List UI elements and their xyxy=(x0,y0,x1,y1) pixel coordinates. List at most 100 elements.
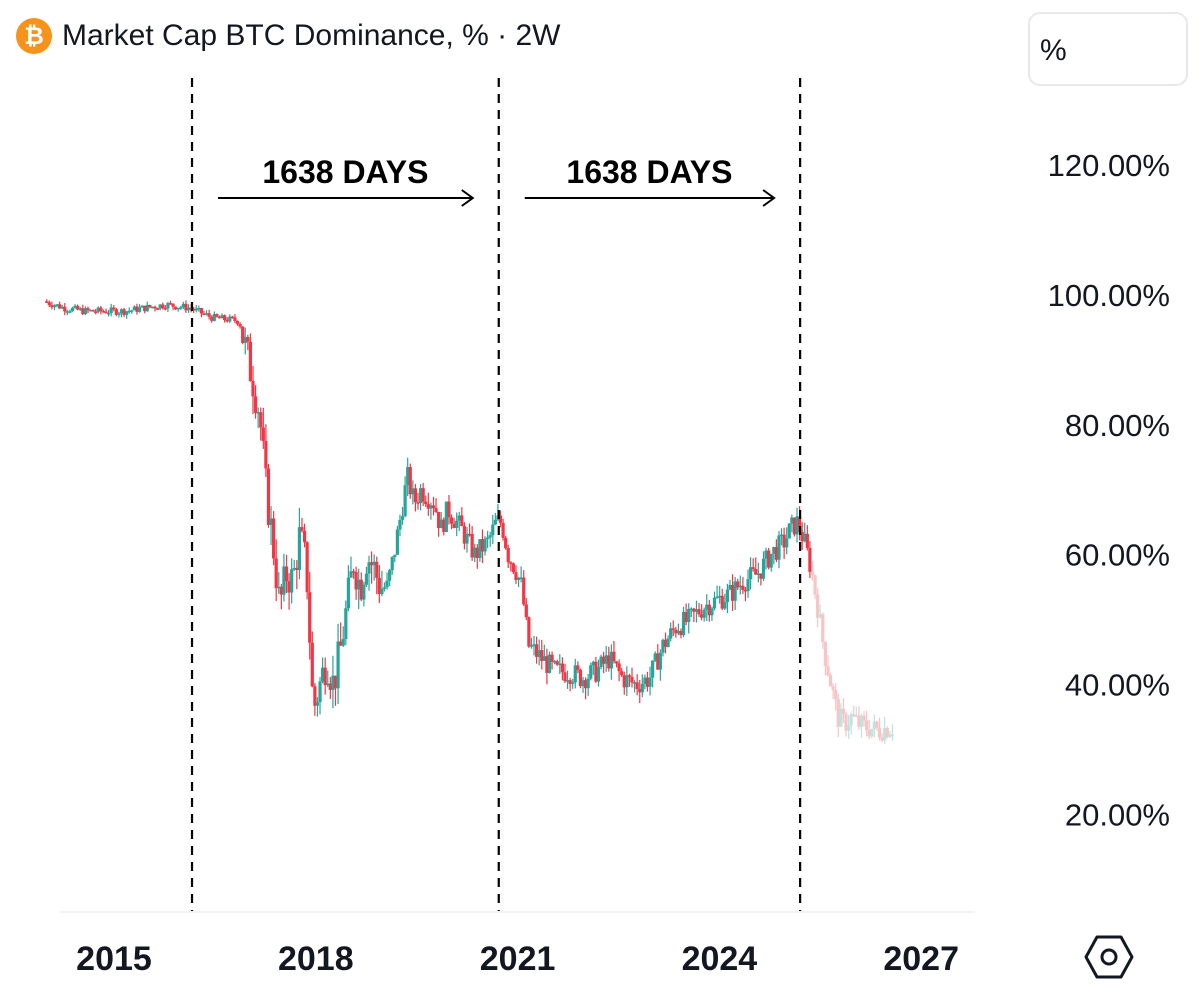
candle-body xyxy=(707,604,711,616)
candle-body xyxy=(68,311,72,313)
candle-body xyxy=(179,307,183,309)
candle-body xyxy=(640,683,644,693)
candle-body xyxy=(710,608,714,616)
candle-body xyxy=(730,584,735,601)
scale-label: % xyxy=(1040,34,1067,67)
candle-body xyxy=(826,665,830,676)
candle-body xyxy=(455,520,459,528)
candle-body xyxy=(233,317,237,321)
candle-body xyxy=(140,305,144,308)
candle-body xyxy=(514,572,518,580)
candle-body xyxy=(192,308,196,311)
candle-body xyxy=(333,675,338,689)
candle-body xyxy=(821,614,825,642)
scale-selector[interactable]: % xyxy=(1028,12,1188,86)
candle-body xyxy=(279,586,283,595)
candle-body xyxy=(828,675,833,687)
candle-body xyxy=(76,305,80,310)
candle-body xyxy=(261,427,265,441)
x-tick-label: 2018 xyxy=(278,940,354,978)
candle-body xyxy=(602,656,606,664)
candle-body xyxy=(741,585,745,590)
candle-body xyxy=(527,617,531,647)
candle-body xyxy=(645,677,650,687)
candle-body xyxy=(535,644,539,657)
candle-body xyxy=(393,554,397,557)
cycle-duration-label: 1638 DAYS xyxy=(566,154,732,190)
candle-body xyxy=(45,301,49,303)
candle-body xyxy=(635,682,639,689)
candle-body xyxy=(877,727,882,738)
candle-body xyxy=(661,639,665,653)
candle-body xyxy=(813,575,817,595)
candle-body xyxy=(867,730,871,737)
candle-body xyxy=(759,573,763,579)
candle-body xyxy=(349,571,353,578)
candle-body xyxy=(395,529,399,555)
candle-body xyxy=(545,656,549,673)
candle-body xyxy=(462,526,467,544)
candle-body xyxy=(483,538,487,552)
candle-body xyxy=(369,562,374,566)
candle-body xyxy=(297,527,302,570)
candle-body xyxy=(519,577,523,579)
x-tick-label: 2027 xyxy=(883,940,959,978)
candle-body xyxy=(351,571,356,573)
candle-body xyxy=(836,699,840,727)
candle-body xyxy=(516,577,521,580)
candle-body xyxy=(388,570,392,581)
candle-body xyxy=(73,305,77,308)
candle-body xyxy=(808,547,812,572)
candle-body xyxy=(246,337,250,342)
candle-body xyxy=(256,412,260,414)
candle-body xyxy=(890,734,895,736)
candle-body xyxy=(599,656,603,668)
candle-body xyxy=(694,609,699,612)
candle-body xyxy=(769,553,773,568)
candle-body xyxy=(272,518,276,559)
candle-body xyxy=(295,567,299,570)
candle-body xyxy=(568,680,572,684)
candle-body xyxy=(55,304,59,306)
candle-body xyxy=(875,721,879,728)
candle-body xyxy=(127,310,131,313)
candle-body xyxy=(779,534,784,537)
candle-body xyxy=(308,592,312,643)
candle-body xyxy=(375,561,379,578)
candle-body xyxy=(862,715,866,721)
candle-body xyxy=(431,505,436,509)
y-tick-label: 60.00% xyxy=(1065,538,1170,573)
candle-body xyxy=(697,609,701,615)
candle-body xyxy=(571,682,575,684)
candle-body xyxy=(119,309,124,314)
candle-body xyxy=(367,562,371,574)
candle-body xyxy=(756,573,760,575)
candle-body xyxy=(751,567,755,569)
y-tick-label: 100.00% xyxy=(1048,278,1170,313)
candle-body xyxy=(475,547,479,559)
candle-body xyxy=(638,688,642,693)
candle-body xyxy=(749,567,753,580)
candle-body xyxy=(137,307,142,312)
candle-body xyxy=(565,680,570,682)
cycle-markers xyxy=(190,78,802,912)
settings-icon[interactable] xyxy=(1084,934,1134,980)
candle-body xyxy=(344,608,348,640)
candle-body xyxy=(377,577,381,595)
candle-body xyxy=(658,652,662,670)
candles-layer xyxy=(45,299,895,744)
candle-body xyxy=(573,665,577,683)
candle-body xyxy=(493,519,497,525)
candle-body xyxy=(754,568,758,575)
candle-body xyxy=(251,381,255,397)
candle-body xyxy=(292,567,296,570)
candle-body xyxy=(130,310,134,312)
candle-body xyxy=(88,309,93,312)
candle-body xyxy=(604,655,608,664)
candle-body xyxy=(207,313,211,317)
candle-body xyxy=(181,303,185,308)
candle-body xyxy=(823,641,827,666)
candle-body xyxy=(50,305,54,308)
candle-body xyxy=(764,550,768,559)
